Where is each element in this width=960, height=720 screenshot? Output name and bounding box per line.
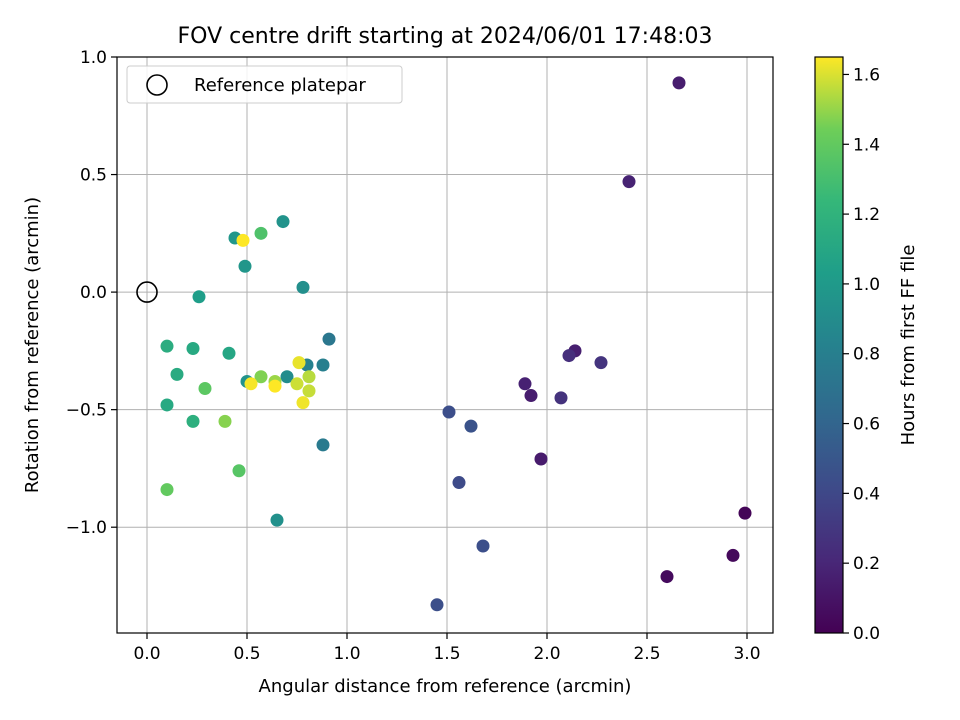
data-point (236, 233, 250, 247)
data-point (476, 539, 490, 553)
x-tick-label: 1.0 (333, 644, 360, 664)
y-tick-label: 1.0 (80, 48, 107, 68)
data-point (254, 370, 268, 384)
data-point (292, 356, 306, 370)
colorbar-tick-label: 0.2 (853, 554, 880, 574)
x-tick-label: 0.5 (233, 644, 260, 664)
x-tick-label: 2.0 (533, 644, 560, 664)
data-point (672, 76, 686, 90)
legend-box (126, 65, 403, 104)
colorbar-tick-label: 1.6 (853, 65, 880, 85)
data-point (160, 398, 174, 412)
data-point (280, 370, 294, 384)
reference-platepar-marker (136, 281, 158, 303)
colorbar-tick-label: 0.0 (853, 624, 880, 644)
data-point (160, 339, 174, 353)
x-axis-label: Angular distance from reference (arcmin) (259, 676, 632, 697)
data-point (442, 405, 456, 419)
data-point (170, 367, 184, 381)
data-point (198, 381, 212, 395)
x-axis-ticks: 0.0 0.5 1.0 1.5 2.0 2.5 3.0 (133, 633, 761, 664)
y-tick-label: −0.5 (66, 401, 107, 421)
data-point (192, 290, 206, 304)
data-point (524, 389, 538, 403)
data-point (316, 438, 330, 452)
data-point (268, 379, 282, 393)
colorbar-ticks: 0.0 0.2 0.4 0.6 0.8 1.0 1.2 1.4 1.6 (843, 65, 880, 644)
data-point (562, 349, 576, 363)
data-point (296, 280, 310, 294)
legend: Reference platepar (126, 65, 403, 104)
chart-title: FOV centre drift starting at 2024/06/01 … (178, 24, 713, 49)
data-point (302, 370, 316, 384)
colorbar: 0.0 0.2 0.4 0.6 0.8 1.0 1.2 1.4 1.6 Hours from f… (814, 56, 919, 644)
data-point (622, 175, 636, 189)
y-axis-label: Rotation from reference (arcmin) (22, 197, 43, 493)
colorbar-tick-label: 0.8 (853, 345, 880, 365)
data-point (160, 483, 174, 497)
data-point (316, 358, 330, 372)
y-tick-label: −1.0 (66, 518, 107, 538)
data-point (232, 464, 246, 478)
grid-lines (117, 56, 773, 633)
y-tick-label: 0.0 (80, 283, 107, 303)
data-point (276, 215, 290, 229)
data-point (244, 377, 258, 391)
data-point (270, 513, 284, 527)
colorbar-gradient (814, 56, 844, 634)
x-tick-label: 3.0 (733, 644, 760, 664)
data-point (534, 452, 548, 466)
colorbar-tick-label: 1.2 (853, 205, 880, 225)
colorbar-tick-label: 1.0 (853, 275, 880, 295)
data-point (186, 414, 200, 428)
data-point (254, 226, 268, 240)
data-point (726, 548, 740, 562)
x-tick-label: 1.5 (433, 644, 460, 664)
data-point (322, 332, 336, 346)
y-tick-label: 0.5 (80, 166, 107, 186)
data-point (430, 598, 444, 612)
data-point (518, 377, 532, 391)
data-point (464, 419, 478, 433)
data-points (136, 76, 752, 612)
data-point (218, 414, 232, 428)
data-point (296, 396, 310, 410)
data-point (554, 391, 568, 405)
colorbar-tick-label: 0.4 (853, 484, 880, 504)
x-tick-label: 2.5 (633, 644, 660, 664)
y-axis-ticks: 1.0 0.5 0.0 −0.5 −1.0 (66, 48, 117, 538)
plot-frame (116, 56, 774, 634)
data-point (222, 346, 236, 360)
data-point (186, 342, 200, 356)
legend-reference-marker (146, 74, 168, 96)
data-point (290, 377, 304, 391)
data-point (238, 259, 252, 273)
colorbar-label: Hours from first FF file (898, 245, 919, 446)
legend-entry-reference: Reference platepar (194, 75, 366, 96)
data-point (302, 384, 316, 398)
data-point (738, 506, 752, 520)
colorbar-tick-label: 0.6 (853, 415, 880, 435)
data-point (452, 476, 466, 490)
data-point (594, 356, 608, 370)
x-tick-label: 0.0 (133, 644, 160, 664)
data-point (660, 570, 674, 584)
colorbar-tick-label: 1.4 (853, 135, 880, 155)
